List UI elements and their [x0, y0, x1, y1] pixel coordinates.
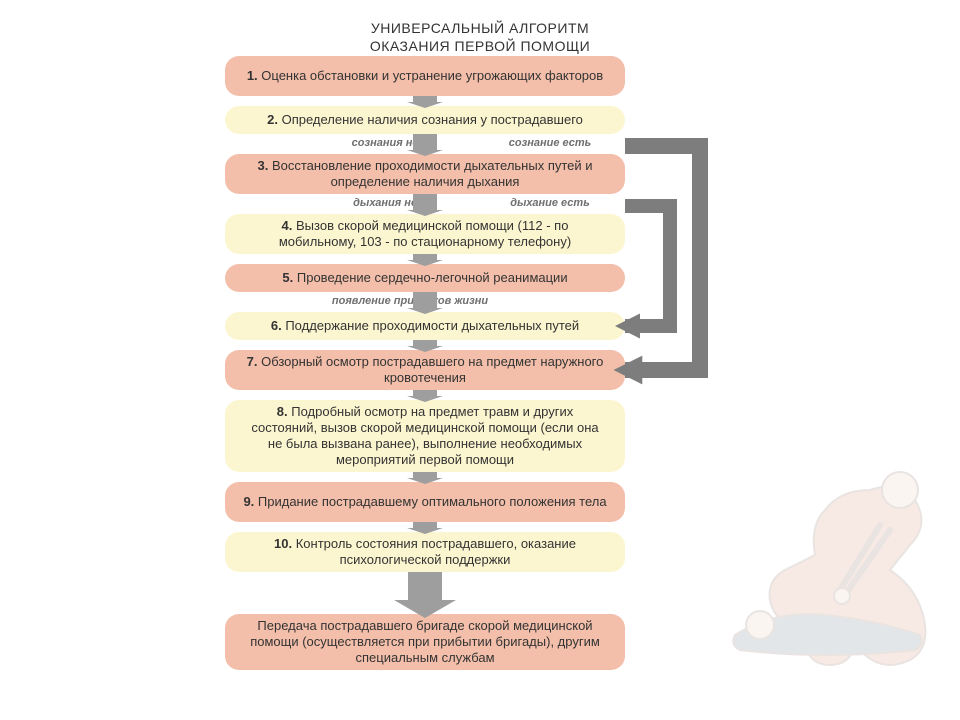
step-text: Контроль состояния пострадавшего, оказан… — [296, 536, 576, 567]
step-number: 10. — [274, 536, 292, 551]
step-text: Вызов скорой медицинской помощи (112 - п… — [279, 218, 571, 249]
step-box-s11: Передача пострадавшего бригаде скорой ме… — [225, 614, 625, 670]
step-text: Проведение сердечно-легочной реанимации — [297, 270, 568, 285]
title-line-2: ОКАЗАНИЯ ПЕРВОЙ ПОМОЩИ — [0, 38, 960, 56]
step-box-s4: 4. Вызов скорой медицинской помощи (112 … — [225, 214, 625, 254]
step-box-s9: 9. Придание пострадавшему оптимального п… — [225, 482, 625, 522]
step-box-s3: 3. Восстановление проходимости дыхательн… — [225, 154, 625, 194]
step-box-s2: 2. Определение наличия сознания у постра… — [225, 106, 625, 134]
step-number: 6. — [271, 318, 282, 333]
branch-label-bl5: появление признаков жизни — [300, 295, 520, 307]
step-text: Определение наличия сознания у пострадав… — [282, 112, 583, 127]
branch-label-bl2: сознание есть — [490, 137, 610, 149]
branch-label-bl3: дыхания нет — [330, 197, 450, 209]
step-number: 5. — [282, 270, 293, 285]
step-number: 3. — [257, 158, 268, 173]
step-number: 8. — [277, 404, 288, 419]
step-text: Поддержание проходимости дыхательных пут… — [285, 318, 579, 333]
step-number: 7. — [247, 354, 258, 369]
step-number: 9. — [243, 494, 254, 509]
step-text: Оценка обстановки и устранение угрожающи… — [261, 68, 603, 83]
step-box-s8: 8. Подробный осмотр на предмет травм и д… — [225, 400, 625, 472]
branch-label-bl1: сознания нет — [330, 137, 450, 149]
step-box-s7: 7. Обзорный осмотр пострадавшего на пред… — [225, 350, 625, 390]
step-number: 2. — [267, 112, 278, 127]
page-title: УНИВЕРСАЛЬНЫЙ АЛГОРИТМОКАЗАНИЯ ПЕРВОЙ ПО… — [0, 20, 960, 55]
step-text: Восстановление проходимости дыхательных … — [272, 158, 593, 189]
branch-label-bl4: дыхание есть — [490, 197, 610, 209]
step-box-s10: 10. Контроль состояния пострадавшего, ок… — [225, 532, 625, 572]
step-box-s6: 6. Поддержание проходимости дыхательных … — [225, 312, 625, 340]
step-number: 1. — [247, 68, 258, 83]
step-text: Придание пострадавшему оптимального поло… — [258, 494, 607, 509]
step-text: Подробный осмотр на предмет травм и друг… — [251, 404, 598, 468]
step-text: Передача пострадавшего бригаде скорой ме… — [250, 618, 600, 666]
step-box-s5: 5. Проведение сердечно-легочной реанимац… — [225, 264, 625, 292]
title-line-1: УНИВЕРСАЛЬНЫЙ АЛГОРИТМ — [0, 20, 960, 38]
step-number: 4. — [282, 218, 293, 233]
step-box-s1: 1. Оценка обстановки и устранение угрожа… — [225, 56, 625, 96]
step-text: Обзорный осмотр пострадавшего на предмет… — [261, 354, 603, 385]
